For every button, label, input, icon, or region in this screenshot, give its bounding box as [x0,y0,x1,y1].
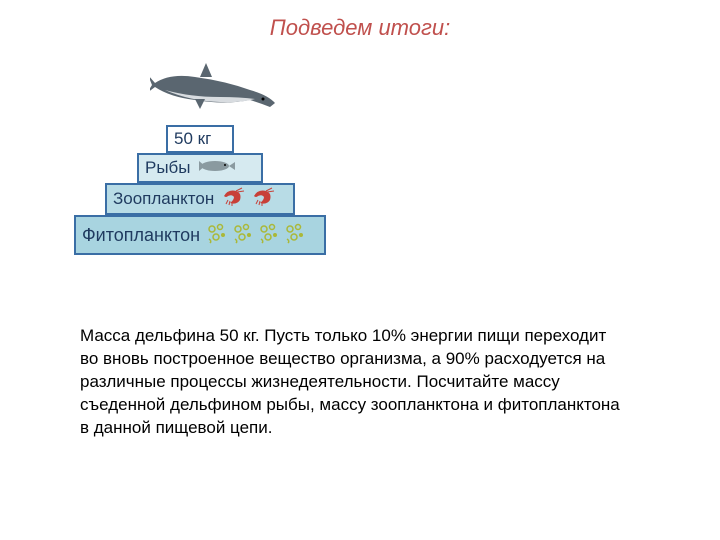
pyramid-tier-2: Зоопланктон [105,183,295,215]
tier-label: Рыбы [145,158,191,178]
tier-label: Фитопланктон [82,225,200,246]
pyramid-tier-1: Рыбы [137,153,263,183]
microbe-icon [206,221,228,250]
dolphin-icon [150,55,280,125]
tier-label: Зоопланктон [113,189,214,209]
tier-icons [220,186,276,213]
pyramid-tier-0: 50 кг [166,125,234,153]
page-title: Подведем итоги: [0,0,720,41]
problem-paragraph: Масса дельфина 50 кг. Пусть только 10% э… [80,325,620,440]
tier-label: 50 кг [174,129,211,149]
fish-icon [197,157,237,180]
shrimp-icon [220,186,246,213]
tier-icons [206,221,306,250]
microbe-icon [284,221,306,250]
pyramid-tier-3: Фитопланктон [74,215,326,255]
shrimp-icon [250,186,276,213]
tier-icons [197,157,237,180]
microbe-icon [232,221,254,250]
microbe-icon [258,221,280,250]
